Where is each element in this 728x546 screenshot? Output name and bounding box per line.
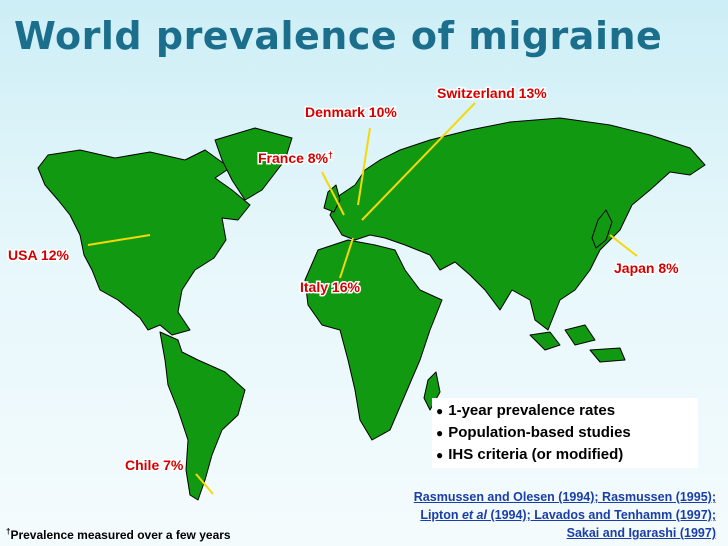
country-label: Denmark 10% <box>305 104 397 120</box>
label-text: France 8% <box>258 150 329 166</box>
bullet: IHS criteria (or modified) <box>436 444 694 466</box>
country-label: Japan 8% <box>614 260 679 276</box>
country-label: France 8%† <box>258 150 333 166</box>
bullet: 1-year prevalence rates <box>436 400 694 422</box>
country-label: USA 12% <box>8 247 70 263</box>
greenland <box>214 127 293 201</box>
islands <box>529 324 626 363</box>
slide-title: World prevalence of migraine <box>14 14 663 58</box>
bullet: Population-based studies <box>436 422 694 444</box>
reference-text: et al <box>461 508 487 522</box>
footnote-text: Prevalence measured over a few years <box>10 528 231 542</box>
leader-line <box>195 473 214 495</box>
leader-line <box>361 102 476 221</box>
reference-line: Rasmussen and Olesen (1994); Rasmussen (… <box>413 490 716 504</box>
country-label: Switzerland 13% <box>437 85 547 101</box>
footnote-mark: † <box>6 527 11 536</box>
africa <box>304 239 443 441</box>
footnote: †Prevalence measured over a few years <box>6 527 231 542</box>
north-america <box>37 149 251 336</box>
south-america <box>159 331 246 501</box>
japan <box>591 209 613 249</box>
uk <box>323 184 341 213</box>
leader-line <box>339 237 354 279</box>
country-label: Chile 7% <box>125 457 184 473</box>
bullet-list: 1-year prevalence rates Population-based… <box>432 398 698 468</box>
reference-line: Sakai and Igarashi (1997) <box>566 526 716 540</box>
reference-text: (1994); Lavados and Tenhamm (1997); <box>486 508 716 522</box>
leader-line <box>321 171 345 216</box>
reference-line: Lipton et al (1994); Lavados and Tenhamm… <box>414 506 716 524</box>
label-mark: † <box>328 150 333 160</box>
references: Rasmussen and Olesen (1994); Rasmussen (… <box>414 488 716 542</box>
leader-line <box>609 234 638 257</box>
reference-text: Lipton <box>420 508 462 522</box>
country-label: Italy 16% <box>300 279 360 295</box>
leader-line <box>87 234 151 246</box>
leader-line <box>357 127 371 206</box>
